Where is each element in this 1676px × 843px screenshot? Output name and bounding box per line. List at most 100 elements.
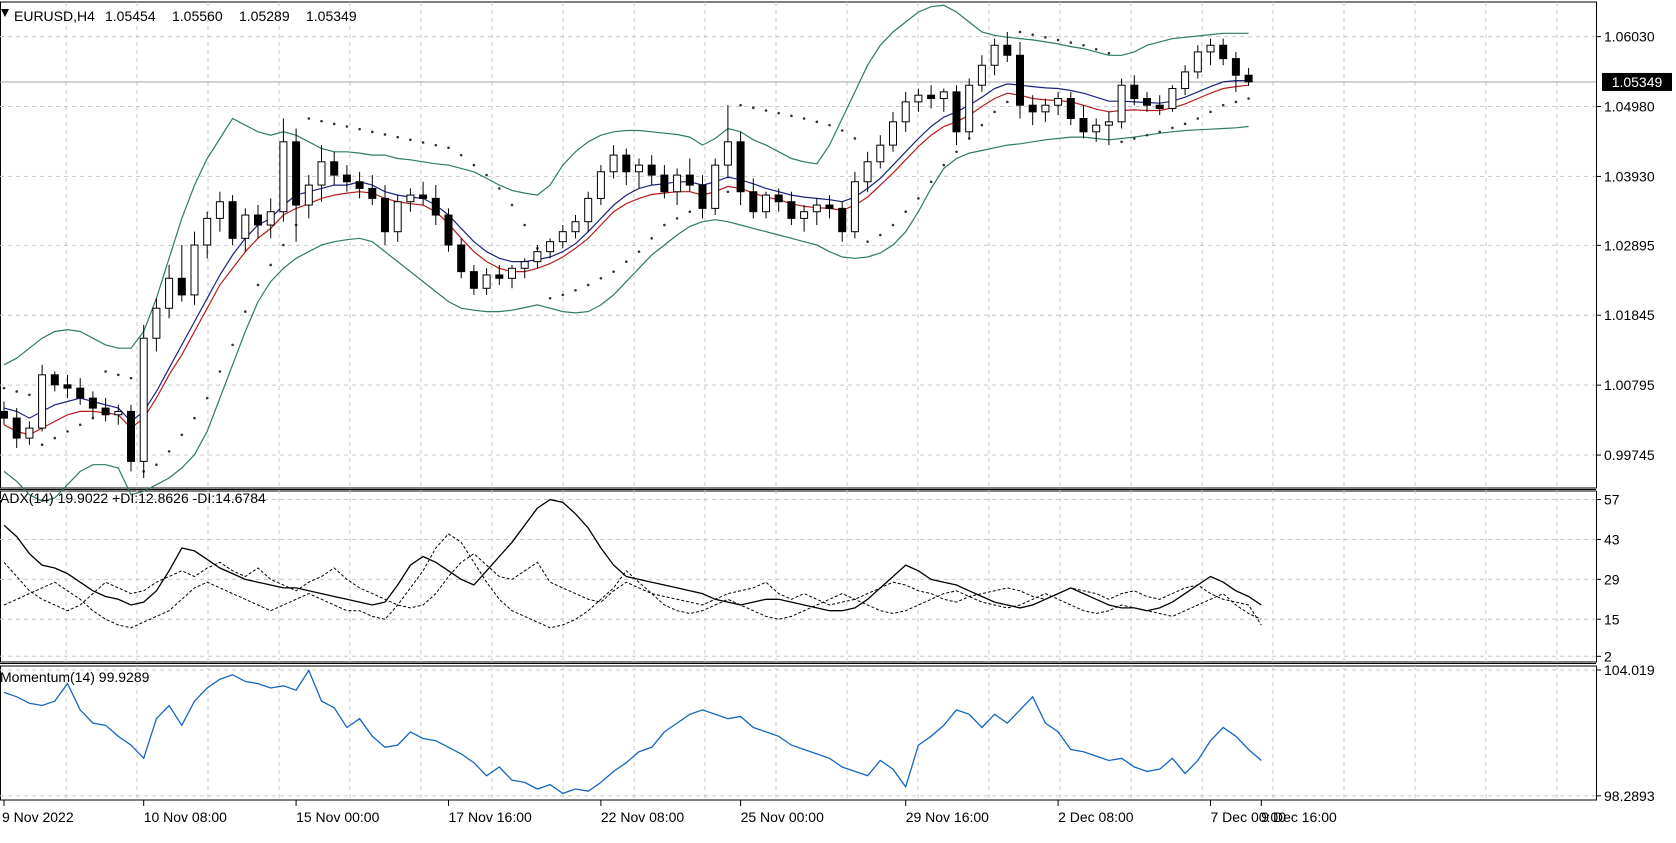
candle-bullish [279,141,288,213]
bollinger-upper-band [3,4,1249,366]
parabolic-sar-dot [53,436,57,440]
candle-bullish [584,197,593,223]
candle-bullish [114,410,123,416]
candle-bearish [1028,104,1037,113]
parabolic-sar-dot [650,237,653,240]
parabolic-sar-dot [231,343,234,347]
parabolic-sar-dot [40,443,44,447]
parabolic-sar-dot [269,263,273,267]
parabolic-sar-dot [66,430,69,433]
parabolic-sar-dot [904,210,907,214]
collapse-triangle-icon[interactable] [1,9,9,17]
parabolic-sar-dot [764,109,768,112]
parabolic-sar-dot [1107,51,1111,55]
parabolic-sar-dot [421,141,425,144]
candle-bullish [533,251,542,263]
parabolic-sar-dot [1069,41,1073,44]
parabolic-sar-dot [459,153,463,157]
parabolic-sar-dot [675,217,679,220]
parabolic-sar-dot [205,396,209,400]
candle-bearish [1130,84,1139,100]
time-axis-label: 22 Nov 08:00 [601,809,684,825]
parabolic-sar-dot [548,296,552,300]
candle-bearish [685,174,694,186]
parabolic-sar-dot [1209,110,1212,114]
candle-bearish [469,271,478,289]
grid [0,1,1597,801]
candle-bullish [482,274,491,289]
candle-bullish [1193,51,1202,73]
parabolic-sar-dot [980,123,984,127]
candle-bullish [508,267,516,279]
candle-bullish [863,161,872,183]
candle-bearish [1066,98,1075,120]
candle-bullish [901,101,910,123]
parabolic-sar-dot [104,370,107,373]
price-panel[interactable] [0,4,1253,502]
parabolic-sar-dot [1044,35,1047,39]
parabolic-sar-dot [396,135,400,139]
parabolic-sar-dot [891,223,895,227]
candle-bullish [1104,121,1113,126]
momentum-panel[interactable] [3,669,1262,795]
candle-bullish [1206,44,1215,53]
candle-bearish [457,244,466,273]
adx-axis-tick-label: 57 [1604,492,1620,508]
candle-bearish [76,387,85,399]
momentum-line [3,669,1262,795]
candle-bullish [990,44,999,66]
parabolic-sar-dot [2,386,6,390]
parabolic-sar-dot [1247,97,1250,100]
candle-bullish [190,244,199,296]
candle-bullish [25,427,34,439]
candle-bearish [1244,74,1253,83]
candle-bearish [228,201,237,239]
candle-bearish [736,141,745,193]
candle-bearish [698,184,707,209]
candle-bearish [660,174,669,193]
candle-bearish [127,410,135,462]
parabolic-sar-dot [332,122,336,126]
parabolic-sar-dot [371,130,374,134]
price-axis-tick-label: 1.01845 [1604,307,1655,323]
candle-bearish [355,181,364,189]
parabolic-sar-dot [498,187,501,190]
parabolic-sar-dot [1056,38,1060,42]
adx-line [3,498,1262,612]
parabolic-sar-dot [485,173,488,177]
candle-bearish [1155,104,1164,110]
candle-bearish [0,410,8,419]
candle-bullish [1117,84,1126,123]
momentum-label: Momentum(14) 99.9289 [0,669,150,685]
parabolic-sar-dot [739,103,742,107]
price-axis-tick-label: 1.04980 [1604,99,1655,115]
price-axis-tick-label: 1.00795 [1604,377,1655,393]
parabolic-sar-dot [688,210,692,214]
current-price-badge [1602,72,1672,91]
ohlc-open: 1.05454 [105,8,156,24]
ohlc-close: 1.05349 [306,8,357,24]
candle-bearish [330,161,339,176]
candle-bullish [596,171,605,199]
parabolic-sar-dot [193,416,196,420]
candle-bearish [431,197,440,216]
adx-axis-tick-label: 2 [1604,648,1612,664]
parabolic-sar-dot [15,390,18,393]
parabolic-sar-dot [993,110,996,114]
candle-bullish [800,211,809,219]
parabolic-sar-dot [78,423,82,427]
candle-bearish [101,407,110,416]
parabolic-sar-dot [383,133,387,136]
parabolic-sar-dot [663,223,666,227]
candle-bullish [965,84,974,133]
parabolic-sar-dot [840,129,844,132]
time-axis-label: 29 Nov 16:00 [906,809,989,825]
candle-bullish [850,181,859,233]
candle-bullish [1168,88,1177,110]
price-axis-tick-label: 1.02895 [1604,237,1655,253]
adx-panel[interactable] [3,498,1262,629]
candle-bearish [774,194,783,203]
parabolic-sar-dot [1221,103,1225,107]
